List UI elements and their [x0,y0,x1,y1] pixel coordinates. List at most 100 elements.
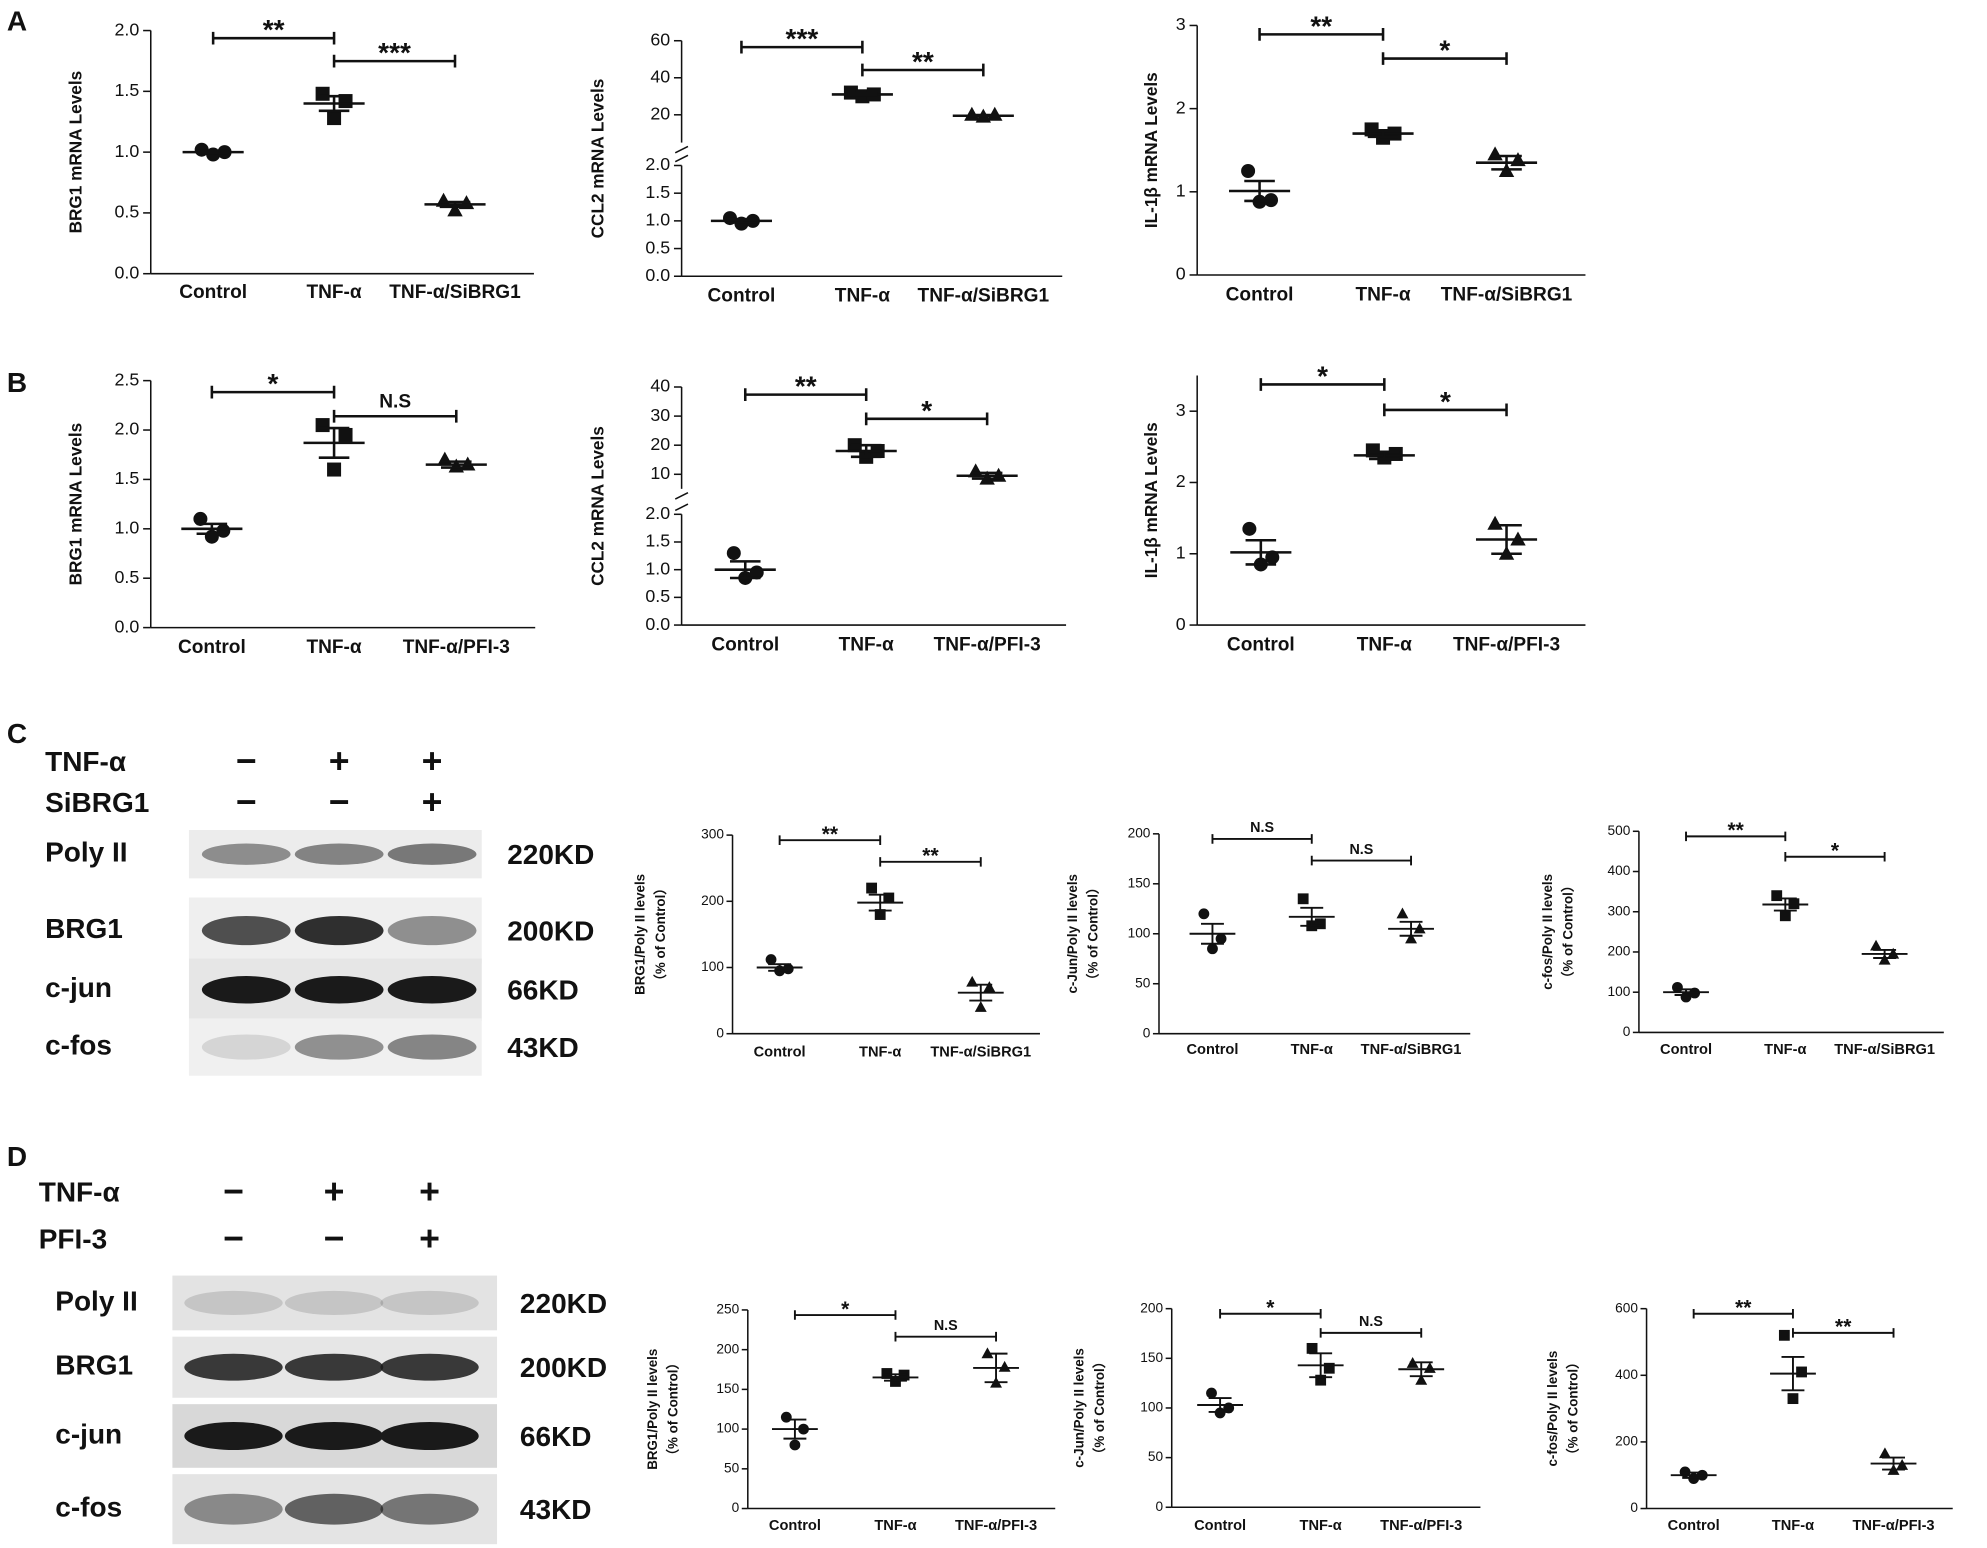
significance-label: * [1831,840,1840,863]
blot-band [294,1034,384,1060]
significance-bracket [740,40,864,54]
data-point [1215,933,1227,945]
blot-band [284,1353,384,1381]
band-label: c-fos [55,1492,122,1523]
panel-label: A [7,5,27,36]
y-axis-title: BRG1 mRNA Levels [65,71,85,234]
treatment-sign: + [422,741,443,781]
data-point [1778,1329,1790,1341]
x-tick-label: Control [1660,1042,1712,1058]
x-tick-label: TNF-α/SiBRG1 [1441,284,1573,305]
y-tick-label: 20 [650,434,670,454]
y-tick-label: 0 [1623,1024,1631,1039]
data-point [1306,1342,1318,1354]
significance-label: ** [1310,10,1332,41]
band-label: BRG1 [45,913,123,944]
data-point [1423,1362,1436,1373]
treatment-sign: − [324,1219,345,1259]
blot-band [201,843,291,865]
error-bar [1674,988,1698,996]
x-tick-label: Control [178,637,246,658]
band-label: Poly II [45,837,127,868]
significance-bracket [793,1310,897,1320]
data-point [1878,953,1891,965]
significance-label: ** [795,371,817,402]
y-tick-label: 150 [716,1381,739,1396]
x-tick-label: TNF-α [839,634,894,655]
significance-bracket [1310,855,1413,866]
data-point [1870,939,1882,951]
treatment-sign: − [236,782,257,822]
treatment-label: TNF-α [39,1176,120,1207]
error-bar [868,893,892,912]
data-point [998,1360,1011,1372]
y-tick-label: 50 [1135,975,1151,990]
y-tick-label: 0.5 [645,586,670,606]
y-axis-title: BRG1/Poly II levels [645,1349,660,1470]
y-tick-label: 0 [716,1025,724,1040]
significance-label: * [1439,35,1450,66]
x-tick-label: TNF-α [859,1045,901,1061]
y-tick-label: 0 [1176,614,1186,634]
y-axis-title: BRG1 mRNA Levels [65,423,85,586]
significance-bracket [879,857,982,867]
data-point [338,427,353,442]
y-axis-title: BRG1/Poly II levels [632,874,647,995]
significance-label: N.S [1359,1314,1383,1330]
y-tick-label: 50 [724,1460,740,1475]
data-point [1323,1362,1335,1374]
y-tick-label: 200 [1128,825,1151,840]
blot-band [380,1290,479,1315]
error-bar [1244,179,1275,203]
significance-label: * [1266,1297,1275,1320]
x-tick-label: TNF-α/PFI-3 [934,634,1041,655]
y-tick-label: 1.0 [645,210,670,230]
significance-bracket [778,835,882,845]
y-tick-label: 150 [1140,1350,1163,1365]
y-tick-label: 1.5 [645,182,670,202]
blot-band [184,1290,283,1315]
band-size: 200KD [520,1352,607,1383]
error-bar [968,113,999,118]
y-tick-label: 150 [1128,875,1151,890]
y-axis-title: CCL2 mRNA Levels [587,426,607,586]
data-point [1365,443,1380,458]
y-tick-label: 1.0 [645,558,670,578]
significance-bracket [1211,834,1313,844]
y-tick-label: 0.5 [645,237,670,257]
error-bar [1300,906,1324,927]
y-tick-label: 300 [1608,903,1631,918]
y-tick-label: 1.5 [115,468,140,488]
error-bar [768,963,792,972]
band-size: 66KD [507,975,579,1006]
data-point [1672,981,1683,993]
x-tick-label: Control [1668,1518,1720,1534]
y-tick-label: 50 [1148,1449,1164,1464]
y-tick-label: 40 [650,376,670,396]
significance-label: N.S [1349,842,1373,858]
significance-label: * [841,1298,850,1321]
significance-bracket [210,385,336,399]
significance-bracket [1383,403,1508,417]
error-bar [984,1352,1008,1384]
blot-band [387,916,477,946]
data-point [726,546,741,561]
y-tick-label: 2.0 [645,503,670,523]
panel-label: D [7,1141,27,1172]
y-tick-label: 250 [716,1302,739,1317]
significance-label: * [1440,386,1451,417]
data-point [983,981,996,992]
error-bar [1208,1397,1232,1413]
significance-label: ** [912,46,934,77]
significance-label: * [1317,360,1328,391]
y-tick-label: 30 [650,405,670,425]
data-point [327,111,342,126]
error-bar [1369,450,1400,461]
error-bar [318,426,350,459]
x-tick-label: TNF-α [1355,284,1410,305]
significance-bracket [332,409,458,423]
y-tick-label: 0 [1176,264,1186,284]
y-tick-label: 0 [1156,1499,1164,1514]
y-tick-label: 3 [1176,400,1186,420]
error-bar [197,149,229,155]
